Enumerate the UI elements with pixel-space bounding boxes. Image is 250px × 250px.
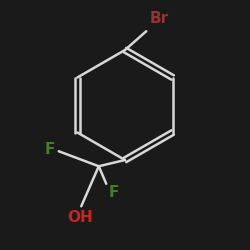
Text: F: F (44, 142, 55, 158)
Text: Br: Br (150, 11, 169, 26)
Text: OH: OH (67, 210, 93, 225)
Text: F: F (109, 185, 119, 200)
